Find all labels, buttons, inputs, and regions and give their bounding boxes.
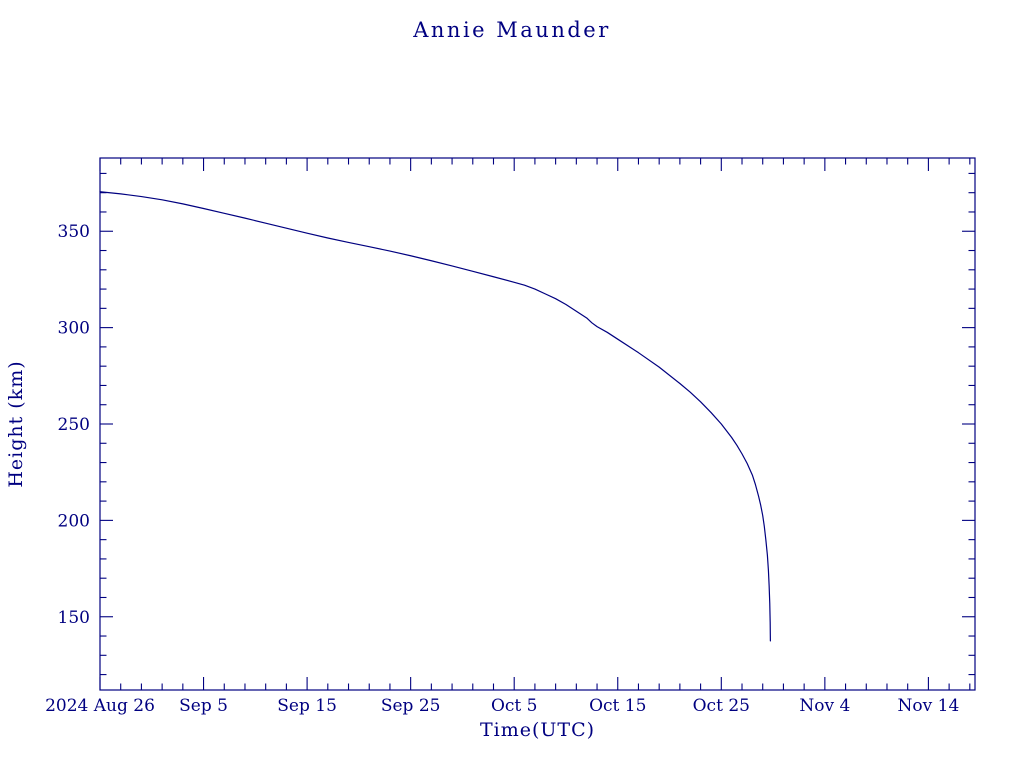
- y-tick-label: 300: [58, 319, 90, 339]
- x-tick-label: Sep 5: [179, 696, 228, 716]
- y-tick-label: 350: [58, 222, 90, 242]
- data-line-height: [99, 191, 771, 642]
- x-axis-label: Time(UTC): [479, 719, 596, 741]
- chart-title: Annie Maunder: [413, 18, 611, 42]
- x-tick-label: 2024 Aug 26: [45, 696, 155, 716]
- y-tick-label: 250: [58, 415, 90, 435]
- x-tick-label: Oct 5: [491, 696, 538, 716]
- x-tick-label: Sep 15: [277, 696, 337, 716]
- y-tick-label: 200: [58, 511, 90, 531]
- x-tick-label: Nov 4: [799, 696, 850, 716]
- x-tick-label: Oct 15: [589, 696, 646, 716]
- y-tick-label: 150: [58, 608, 90, 628]
- x-tick-label: Nov 14: [898, 696, 960, 716]
- x-tick-label: Oct 25: [693, 696, 750, 716]
- plot-border: [99, 157, 976, 691]
- x-tick-label: Sep 25: [381, 696, 441, 716]
- y-axis-label-text: Height (km): [5, 360, 27, 488]
